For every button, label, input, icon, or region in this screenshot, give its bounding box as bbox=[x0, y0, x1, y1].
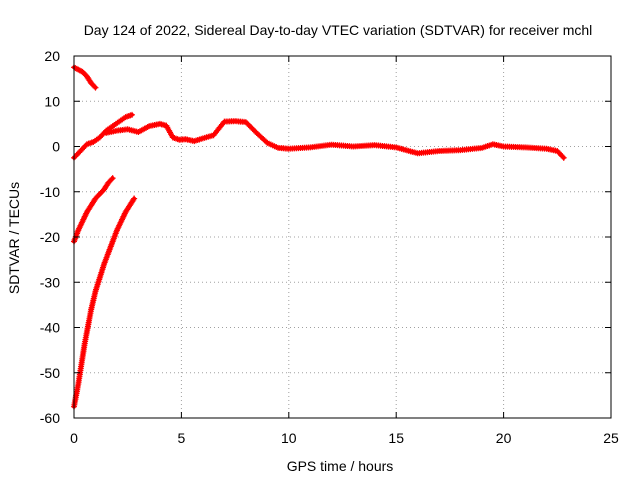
data-point-marker bbox=[244, 120, 251, 127]
data-point-marker bbox=[92, 84, 99, 91]
data-point-marker bbox=[248, 124, 255, 131]
y-tick-label: -20 bbox=[40, 229, 60, 245]
y-tick-label: -40 bbox=[40, 320, 60, 336]
x-tick-label: 0 bbox=[70, 430, 78, 446]
data-point-marker bbox=[246, 123, 253, 130]
x-tick-label: 5 bbox=[178, 430, 186, 446]
data-series-arc-a bbox=[71, 64, 99, 91]
y-tick-label: -60 bbox=[40, 410, 60, 426]
data-point-marker bbox=[262, 138, 269, 145]
data-series-arc-d bbox=[71, 195, 138, 410]
data-point-marker bbox=[560, 154, 567, 161]
y-axis-label: SDTVAR / TECUs bbox=[6, 182, 22, 294]
y-tick-label: 10 bbox=[44, 93, 60, 109]
x-tick-label: 25 bbox=[603, 430, 619, 446]
data-series-arc-c bbox=[71, 175, 116, 245]
data-point-marker bbox=[559, 153, 566, 160]
data-series-line bbox=[72, 196, 137, 409]
chart-title: Day 124 of 2022, Sidereal Day-to-day VTE… bbox=[84, 22, 593, 38]
tick-layer: 0 5 10 15 20 25 20 10 0 -10 -20 -30 -40 -50 -60 bbox=[40, 48, 619, 446]
x-tick-label: 15 bbox=[388, 430, 404, 446]
data-point-marker bbox=[131, 195, 138, 202]
data-point-marker bbox=[91, 83, 98, 90]
data-point-marker bbox=[108, 176, 115, 183]
x-axis-label: GPS time / hours bbox=[287, 458, 394, 474]
data-point-marker bbox=[109, 175, 116, 182]
y-tick-label: -10 bbox=[40, 184, 60, 200]
data-point-marker bbox=[242, 119, 249, 126]
data-point-marker bbox=[128, 111, 135, 118]
data-point-marker bbox=[245, 121, 252, 128]
y-tick-label: 0 bbox=[52, 139, 60, 155]
y-tick-label: -30 bbox=[40, 274, 60, 290]
data-point-marker bbox=[252, 128, 259, 135]
grid-layer bbox=[74, 56, 611, 418]
x-tick-label: 10 bbox=[281, 430, 297, 446]
data-point-marker bbox=[130, 196, 137, 203]
x-tick-label: 20 bbox=[496, 430, 512, 446]
data-point-marker bbox=[250, 127, 257, 134]
y-tick-label: 20 bbox=[44, 48, 60, 64]
data-point-marker bbox=[249, 125, 256, 132]
data-series-arc-b bbox=[71, 111, 135, 161]
data-series-arc-e bbox=[103, 118, 567, 161]
y-tick-label: -50 bbox=[40, 365, 60, 381]
